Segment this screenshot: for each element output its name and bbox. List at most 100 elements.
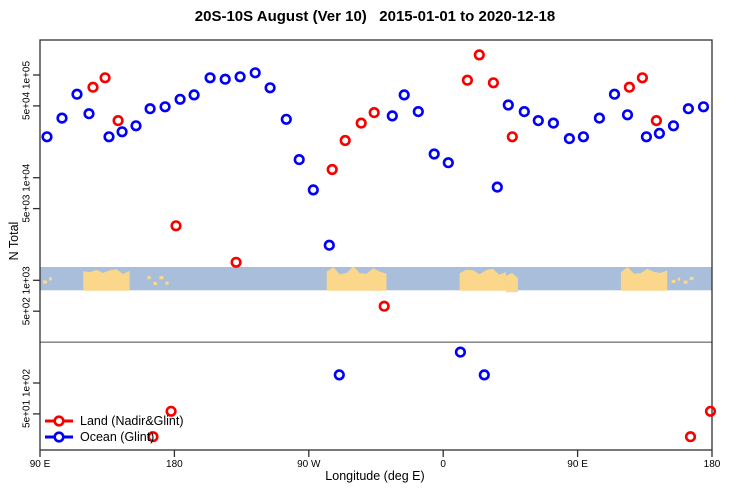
data-point-land <box>704 405 717 417</box>
data-point-land <box>636 72 649 84</box>
data-point-land <box>99 72 111 84</box>
data-point-land <box>87 81 99 93</box>
y-tick-label: 1e+03 <box>22 266 33 295</box>
x-tick-label: 90 E <box>567 459 588 470</box>
data-point-ocean <box>412 105 424 118</box>
data-point-land <box>461 74 474 86</box>
data-point-ocean <box>577 131 590 143</box>
data-point-ocean <box>547 117 560 129</box>
data-point-land <box>147 431 159 443</box>
data-point-ocean <box>323 239 335 251</box>
land-shape-melanesia-islands-2 <box>689 276 694 281</box>
data-point-ocean <box>83 108 95 120</box>
data-point-land <box>355 117 367 129</box>
data-point-ocean <box>293 154 305 166</box>
data-point-ocean <box>116 126 128 138</box>
legend-label-land: Land (Nadir&Glint) <box>80 414 184 428</box>
data-point-ocean <box>56 112 68 124</box>
x-tick-label: 0 <box>440 459 446 470</box>
data-point-land <box>623 81 636 93</box>
land-shape-melanesia-islands-2 <box>677 277 681 281</box>
data-point-land <box>650 114 663 127</box>
data-point-ocean <box>234 71 246 83</box>
data-point-ocean <box>386 110 398 122</box>
data-point-ocean <box>682 103 695 115</box>
data-point-ocean <box>428 148 440 160</box>
legend-marker-land-icon <box>45 415 73 427</box>
y-tick-label: 5e+02 <box>22 297 33 326</box>
data-point-ocean <box>103 131 115 143</box>
data-point-ocean <box>454 346 467 358</box>
data-point-ocean <box>667 120 680 132</box>
y-tick-label: 1e+02 <box>22 369 33 398</box>
land-shape-melanesia-islands-2 <box>671 279 676 284</box>
x-tick-label: 180 <box>704 459 721 470</box>
legend-row-land: Land (Nadir&Glint) <box>44 413 184 429</box>
data-point-ocean <box>249 67 261 79</box>
data-point-ocean <box>532 114 544 127</box>
data-point-land <box>230 256 242 268</box>
data-point-ocean <box>130 120 142 132</box>
legend-marker-ocean-icon <box>45 431 73 443</box>
y-tick-label: 5e+01 <box>22 399 33 428</box>
data-point-ocean <box>491 181 503 193</box>
x-tick-label: 90 E <box>30 459 51 470</box>
data-point-ocean <box>307 184 319 196</box>
data-point-ocean <box>144 103 156 115</box>
data-point-ocean <box>398 89 410 101</box>
y-tick-label: 1e+05 <box>22 61 33 90</box>
data-point-land <box>112 114 124 127</box>
data-point-land <box>326 163 338 176</box>
data-point-ocean <box>264 82 276 94</box>
x-tick-label: 90 W <box>297 459 321 470</box>
land-shape-melanesia-islands-2 <box>683 280 688 284</box>
data-point-land <box>473 49 485 61</box>
land-shape-indian-ocean-specks <box>43 280 47 284</box>
data-point-ocean <box>697 101 710 113</box>
data-point-land <box>378 300 390 312</box>
data-point-ocean <box>518 105 530 118</box>
x-tick-label: 180 <box>166 459 183 470</box>
x-axis-title: Longitude (deg E) <box>325 469 425 483</box>
data-point-ocean <box>478 369 490 381</box>
data-point-ocean <box>188 89 200 101</box>
y-axis-title: N Total <box>7 221 21 261</box>
land-shape-indonesia-australia-2 <box>620 267 668 291</box>
data-point-ocean <box>159 101 171 113</box>
land-shape-africa <box>459 268 506 291</box>
data-point-land <box>368 106 380 119</box>
plot-border <box>39 39 713 451</box>
data-point-ocean <box>41 131 53 143</box>
data-point-ocean <box>608 88 621 100</box>
legend: Land (Nadir&Glint) Ocean (Glint) <box>44 413 184 445</box>
land-shape-melanesia-islands <box>159 276 164 280</box>
data-point-ocean <box>653 127 666 139</box>
land-shape-indonesia-australia <box>83 269 130 291</box>
data-point-ocean <box>174 93 186 105</box>
data-point-ocean <box>640 131 653 143</box>
data-point-land <box>165 405 177 417</box>
land-shape-south-america <box>326 266 387 291</box>
data-point-ocean <box>593 112 606 124</box>
chart-title: 20S-10S August (Ver 10) 2015-01-01 to 20… <box>194 8 556 25</box>
data-point-ocean <box>204 72 216 84</box>
legend-label-ocean: Ocean (Glint) <box>80 430 155 444</box>
y-tick-label: 1e+04 <box>22 163 33 192</box>
land-shape-melanesia-islands <box>153 281 157 286</box>
y-tick-label: 5e+04 <box>22 91 33 120</box>
data-point-land <box>487 77 500 89</box>
data-point-land <box>506 131 518 143</box>
data-point-ocean <box>280 113 292 125</box>
data-point-ocean <box>442 157 454 169</box>
legend-row-ocean: Ocean (Glint) <box>44 429 184 445</box>
data-point-land <box>339 134 351 147</box>
data-point-ocean <box>333 369 345 381</box>
data-point-ocean <box>71 88 83 100</box>
data-point-ocean <box>621 109 634 121</box>
data-point-ocean <box>502 99 514 111</box>
land-shape-melanesia-islands <box>165 281 169 285</box>
land-shape-melanesia-islands <box>147 276 151 280</box>
land-shape-madagascar <box>505 272 518 293</box>
